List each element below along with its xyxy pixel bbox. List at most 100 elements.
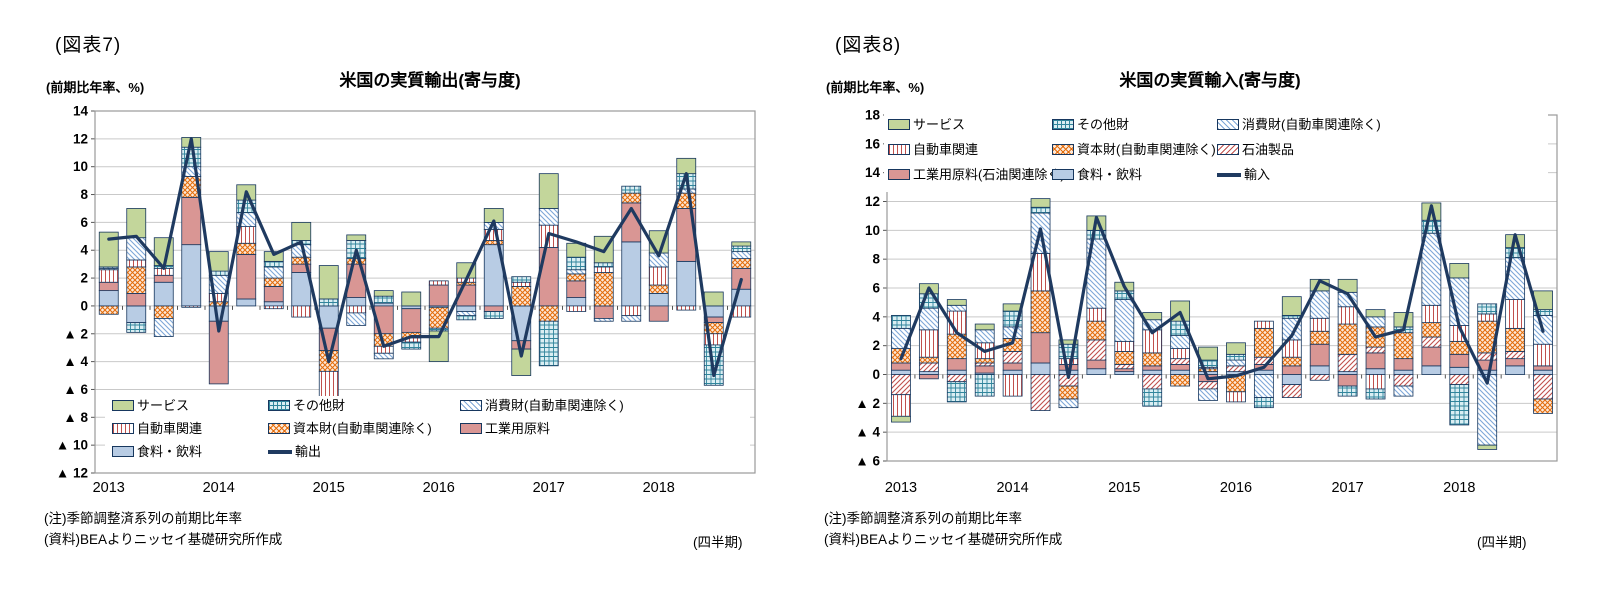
food-segment-q3	[181, 244, 202, 307]
capital-segment-q8	[1114, 351, 1135, 365]
services-segment-q3	[974, 323, 995, 331]
auto-segment-q8	[1114, 340, 1135, 352]
legend-item-line: 輸入	[1217, 168, 1270, 182]
industrial-segment-q12	[428, 284, 449, 307]
x-year-label: 2014	[203, 480, 235, 496]
consumer-segment-q13	[456, 311, 477, 317]
consumer-segment-q19	[1421, 232, 1442, 306]
capital-segment-q19	[621, 192, 642, 204]
food-segment-q15	[1309, 365, 1330, 375]
petroleum-segment-q1	[918, 362, 939, 373]
auto-segment-q0	[891, 394, 911, 417]
legend-item-consumer: 消費財(自動車関連除く)	[460, 399, 624, 413]
other-segment-q21	[1477, 303, 1498, 315]
industrial-segment-q10	[1170, 364, 1191, 371]
other-segment-q3	[974, 374, 995, 397]
other-segment-q17	[1365, 388, 1386, 400]
consumer-segment-q12	[1226, 359, 1246, 367]
legend-item-label: その他財	[1077, 117, 1130, 132]
industrial-segment-q17	[566, 280, 587, 298]
auto-segment-q19	[1421, 304, 1442, 324]
exports-chart-title: 米国の実質輸出(寄与度)	[339, 71, 521, 90]
petroleum-segment-q4	[1002, 351, 1023, 364]
other-segment-q13	[456, 315, 477, 321]
industrial-segment-q22	[1505, 358, 1526, 367]
food-segment-q1	[918, 371, 939, 375]
industrial-segment-q19	[1421, 346, 1442, 367]
capital-segment-q23	[731, 258, 752, 269]
legend-item-label: サービス	[913, 117, 966, 132]
plot-frame	[94, 110, 756, 474]
food-segment-q9	[1142, 369, 1163, 375]
industrial-segment-q14	[483, 305, 504, 312]
food-segment-q0	[891, 369, 911, 375]
y-tick-label: 10	[73, 159, 88, 174]
food-segment-q8	[1114, 371, 1135, 375]
petroleum-segment-q20	[1449, 374, 1470, 385]
food-segment-q21	[676, 260, 697, 307]
services-segment-q21	[1477, 444, 1498, 450]
y-tick-label: ▲ 8	[63, 410, 88, 425]
import-bars	[891, 198, 1553, 450]
capital-segment-q23	[1533, 398, 1553, 414]
industrial-segment-q15	[1309, 343, 1330, 367]
consumer-segment-q6	[263, 266, 284, 279]
industrial-segment-q23	[1533, 365, 1553, 371]
capital-legend-swatch	[268, 423, 290, 434]
capital-segment-q14	[1281, 356, 1302, 367]
capital-segment-q3	[974, 358, 995, 364]
services-segment-q7	[291, 221, 312, 241]
food-segment-q6	[263, 301, 284, 307]
industrial-segment-q2	[946, 358, 967, 371]
consumer-segment-q10	[373, 352, 394, 360]
exports-line	[107, 137, 743, 378]
x-year-label: 2016	[423, 480, 455, 496]
food-segment-q19	[621, 241, 642, 307]
capital-segment-q1	[126, 266, 147, 294]
petroleum-segment-q5	[1030, 374, 1051, 411]
industrial-segment-q3	[181, 196, 202, 246]
line-legend-swatch	[1217, 173, 1241, 177]
y-tick-label: ▲ 12	[56, 466, 88, 481]
other-segment-q13	[1253, 397, 1274, 409]
food-segment-q8	[318, 305, 339, 329]
capital-segment-q16	[538, 305, 559, 322]
x-year-label: 2015	[313, 480, 345, 496]
other-segment-q6	[263, 260, 284, 268]
food-segment-q4	[1002, 369, 1023, 375]
capital-legend-swatch	[1052, 144, 1074, 155]
legend-item-capital: 資本財(自動車関連除く)	[1052, 143, 1216, 157]
food-segment-q10	[1170, 369, 1191, 375]
petroleum-segment-q9	[1142, 374, 1163, 390]
food-segment-q11	[1198, 371, 1218, 375]
other-segment-q18	[593, 262, 614, 268]
services-segment-q0	[891, 415, 911, 423]
capital-segment-q1	[918, 356, 939, 364]
legend-item-services: サービス	[112, 399, 189, 413]
capital-segment-q7	[291, 256, 312, 265]
auto-segment-q17	[1365, 374, 1386, 390]
y-tick-label: ▲ 2	[63, 326, 88, 341]
petroleum-segment-q7	[1086, 339, 1107, 361]
auto-legend-swatch	[888, 144, 910, 155]
food-segment-q23	[1533, 369, 1553, 375]
food-segment-q4	[208, 305, 229, 322]
capital-segment-q15	[1309, 330, 1330, 345]
services-segment-q0	[98, 231, 119, 268]
consumer-segment-q10	[1170, 335, 1191, 349]
auto-segment-q12	[428, 280, 449, 286]
food-segment-q0	[98, 290, 119, 307]
industrial-segment-q3	[974, 365, 995, 374]
y-tick-label: ▲ 10	[56, 438, 88, 453]
legend-item-label: 輸出	[295, 444, 322, 459]
legend-item-label: 消費財(自動車関連除く)	[485, 398, 624, 413]
industrial-segment-q4	[1002, 362, 1023, 371]
food-segment-q14	[1281, 374, 1302, 385]
legend-item-consumer: 消費財(自動車関連除く)	[1217, 118, 1381, 132]
services-segment-q16	[538, 173, 559, 209]
food-segment-q20	[1449, 366, 1470, 375]
food-segment-q22	[1505, 365, 1526, 375]
auto-segment-q8	[318, 370, 339, 397]
capital-segment-q18	[1393, 332, 1414, 360]
x-year-label: 2015	[1108, 480, 1140, 496]
